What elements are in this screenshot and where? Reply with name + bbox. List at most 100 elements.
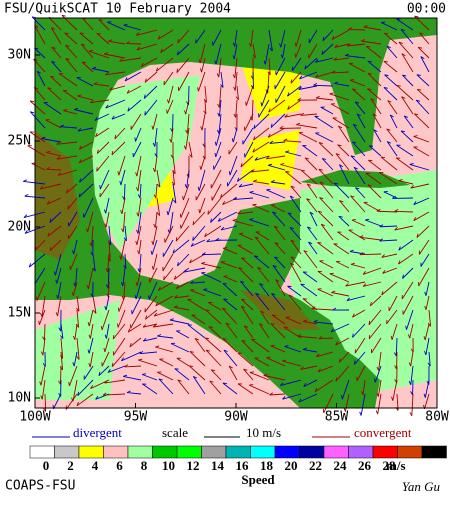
wind-arrow bbox=[317, 365, 334, 373]
wind-arrow bbox=[259, 323, 270, 339]
wind-arrow bbox=[176, 330, 190, 339]
wind-arrow bbox=[39, 183, 62, 190]
wind-arrow bbox=[408, 365, 414, 385]
wind-arrow bbox=[152, 323, 174, 328]
wind-arrow bbox=[190, 280, 206, 284]
colorbar-label: 6 bbox=[116, 458, 123, 473]
wind-arrow bbox=[353, 166, 366, 185]
wind-arrow bbox=[79, 32, 94, 45]
wind-arrow bbox=[177, 253, 190, 267]
wind-arrow bbox=[309, 211, 318, 227]
wind-arrow bbox=[311, 306, 334, 311]
wind-arrow bbox=[298, 131, 318, 143]
wind-arrow bbox=[253, 255, 270, 269]
colorbar-swatch bbox=[29, 445, 55, 459]
wind-arrow bbox=[253, 113, 270, 130]
wind-arrow bbox=[368, 145, 382, 157]
wind-arrow bbox=[427, 351, 431, 367]
wind-arrow bbox=[376, 351, 382, 371]
wind-arrow bbox=[386, 309, 398, 325]
terrain bbox=[35, 130, 320, 330]
wind-arrow bbox=[420, 253, 430, 267]
wind-arrow bbox=[105, 253, 110, 273]
wind-arrow bbox=[65, 57, 78, 73]
wind-arrow bbox=[107, 21, 126, 31]
wind-arrow bbox=[318, 336, 334, 340]
wind-arrow bbox=[386, 45, 398, 59]
wind-arrow bbox=[254, 357, 270, 367]
wind-arrow bbox=[352, 309, 366, 318]
colorbar-label: 16 bbox=[236, 458, 250, 473]
wind-arrow bbox=[77, 379, 94, 397]
wind-arrow bbox=[220, 71, 224, 88]
wind-arrow bbox=[356, 365, 366, 382]
wind-arrow bbox=[379, 224, 398, 228]
wind-arrow bbox=[67, 197, 78, 210]
wind-arrow bbox=[83, 197, 94, 218]
wind-arrow bbox=[255, 292, 270, 311]
wind-arrow bbox=[105, 71, 126, 76]
wind-arrow bbox=[136, 211, 142, 234]
wind-arrow bbox=[23, 179, 46, 185]
wind-arrow bbox=[120, 267, 126, 286]
wind-arrow bbox=[216, 57, 222, 78]
wind-arrow bbox=[98, 365, 110, 377]
wind-arrow bbox=[188, 365, 206, 381]
wind-arrow bbox=[203, 288, 222, 297]
wind-arrow bbox=[249, 99, 254, 121]
wind-arrow bbox=[330, 323, 350, 333]
wind-arrow bbox=[59, 124, 78, 129]
wind-arrow bbox=[402, 74, 414, 87]
wind-arrow bbox=[308, 29, 318, 44]
wind-arrow bbox=[303, 319, 318, 325]
wind-arrow bbox=[334, 43, 350, 48]
colorbar-swatch bbox=[176, 445, 202, 459]
wind-arrow bbox=[176, 57, 190, 73]
wind-arrow bbox=[157, 29, 174, 40]
wind-arrow bbox=[381, 281, 398, 296]
wind-arrow bbox=[338, 351, 350, 363]
wind-arrow bbox=[271, 314, 286, 325]
wind-arrow bbox=[197, 71, 206, 92]
wind-arrow bbox=[332, 117, 350, 129]
wind-arrow bbox=[317, 270, 334, 283]
speed-patch bbox=[35, 75, 437, 400]
wind-arrow bbox=[374, 365, 382, 383]
wind-arrow bbox=[241, 257, 254, 269]
wind-arrow bbox=[111, 141, 126, 156]
colorbar-label: 2 bbox=[67, 458, 74, 473]
colorbar-label: 10 bbox=[162, 458, 175, 473]
wind-arrow bbox=[104, 323, 110, 339]
wind-arrow bbox=[137, 239, 142, 255]
wind-arrow bbox=[284, 113, 302, 118]
wind-arrow bbox=[383, 60, 398, 73]
wind-arrow bbox=[105, 99, 126, 109]
lat-label: 30N bbox=[8, 48, 31, 63]
wind-arrow bbox=[56, 141, 78, 145]
wind-arrow bbox=[249, 218, 270, 227]
wind-arrow bbox=[213, 155, 222, 170]
wind-arrow bbox=[386, 141, 398, 157]
wind-arrow bbox=[124, 364, 142, 368]
wind-arrow bbox=[177, 29, 190, 44]
wind-arrow bbox=[122, 183, 126, 201]
wind-arrow bbox=[401, 281, 414, 300]
wind-arrow bbox=[249, 384, 270, 395]
wind-arrow bbox=[124, 71, 142, 82]
wind-arrow bbox=[240, 280, 254, 297]
wind-arrow bbox=[99, 183, 110, 198]
wind-arrow bbox=[369, 295, 382, 307]
wind-arrow bbox=[400, 130, 414, 143]
wind-arrow bbox=[29, 100, 46, 115]
wind-arrow bbox=[88, 49, 110, 59]
wind-arrow bbox=[319, 181, 334, 199]
colorbar-unit: m/s bbox=[386, 458, 406, 473]
wind-arrow bbox=[144, 99, 158, 116]
wind-arrow bbox=[401, 53, 414, 73]
wind-arrow bbox=[182, 183, 190, 201]
wind-arrow bbox=[184, 169, 190, 189]
wind-arrow bbox=[141, 373, 158, 381]
wind-arrow bbox=[171, 169, 175, 186]
wind-arrow bbox=[166, 197, 174, 216]
wind-arrow bbox=[287, 212, 302, 227]
